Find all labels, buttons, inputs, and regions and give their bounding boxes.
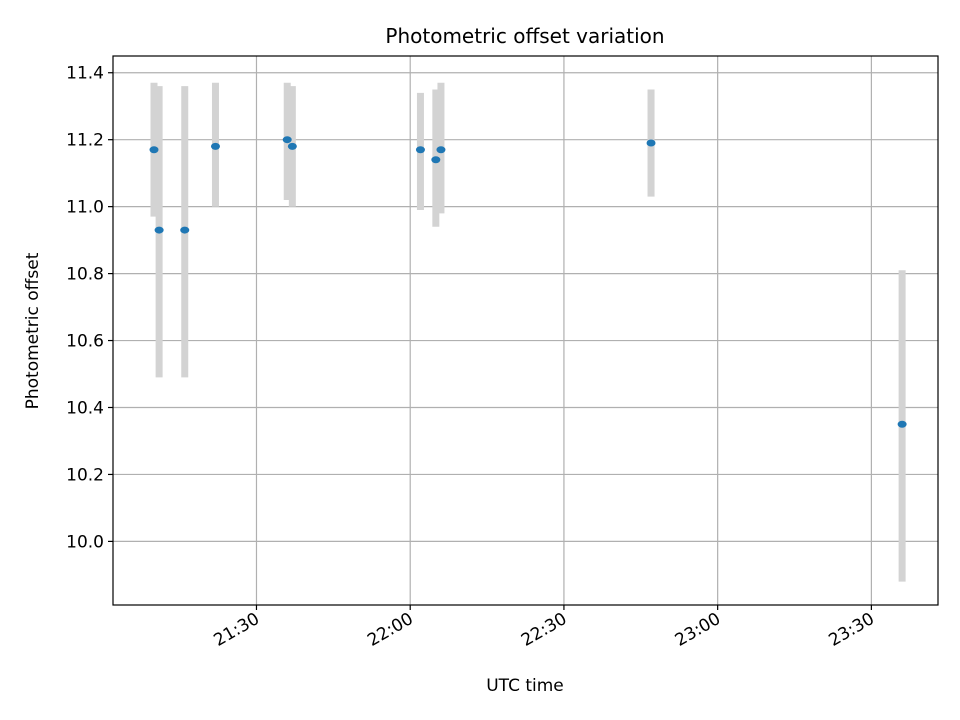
y-tick-label: 10.8 bbox=[66, 265, 104, 285]
data-point bbox=[287, 142, 297, 150]
y-tick-label: 10.4 bbox=[66, 398, 104, 418]
chart-title: Photometric offset variation bbox=[385, 24, 664, 48]
y-axis-ticks: 10.0 10.2 10.4 10.6 10.8 11.0 11.2 11.4 bbox=[66, 64, 113, 552]
data-point bbox=[897, 420, 907, 428]
y-tick-label: 10.6 bbox=[66, 332, 104, 352]
grid bbox=[113, 56, 938, 605]
data-point bbox=[282, 136, 292, 144]
data-point bbox=[431, 156, 441, 164]
data-point bbox=[415, 146, 425, 154]
plot-frame bbox=[112, 55, 939, 606]
y-tick-label: 10.0 bbox=[66, 532, 104, 552]
data-point bbox=[154, 226, 164, 234]
y-tick-label: 11.0 bbox=[66, 198, 104, 218]
data-point bbox=[210, 142, 220, 150]
data-point bbox=[149, 146, 159, 154]
data-points bbox=[149, 136, 907, 428]
data-point bbox=[646, 139, 656, 147]
plot-area-background bbox=[113, 56, 938, 605]
y-tick-label: 10.2 bbox=[66, 465, 104, 485]
data-point bbox=[436, 146, 446, 154]
y-tick-label: 11.4 bbox=[66, 64, 104, 84]
data-point bbox=[180, 226, 190, 234]
y-axis-label: Photometric offset bbox=[23, 252, 43, 409]
x-axis-label: UTC time bbox=[486, 676, 564, 696]
y-tick-label: 11.2 bbox=[66, 131, 104, 151]
